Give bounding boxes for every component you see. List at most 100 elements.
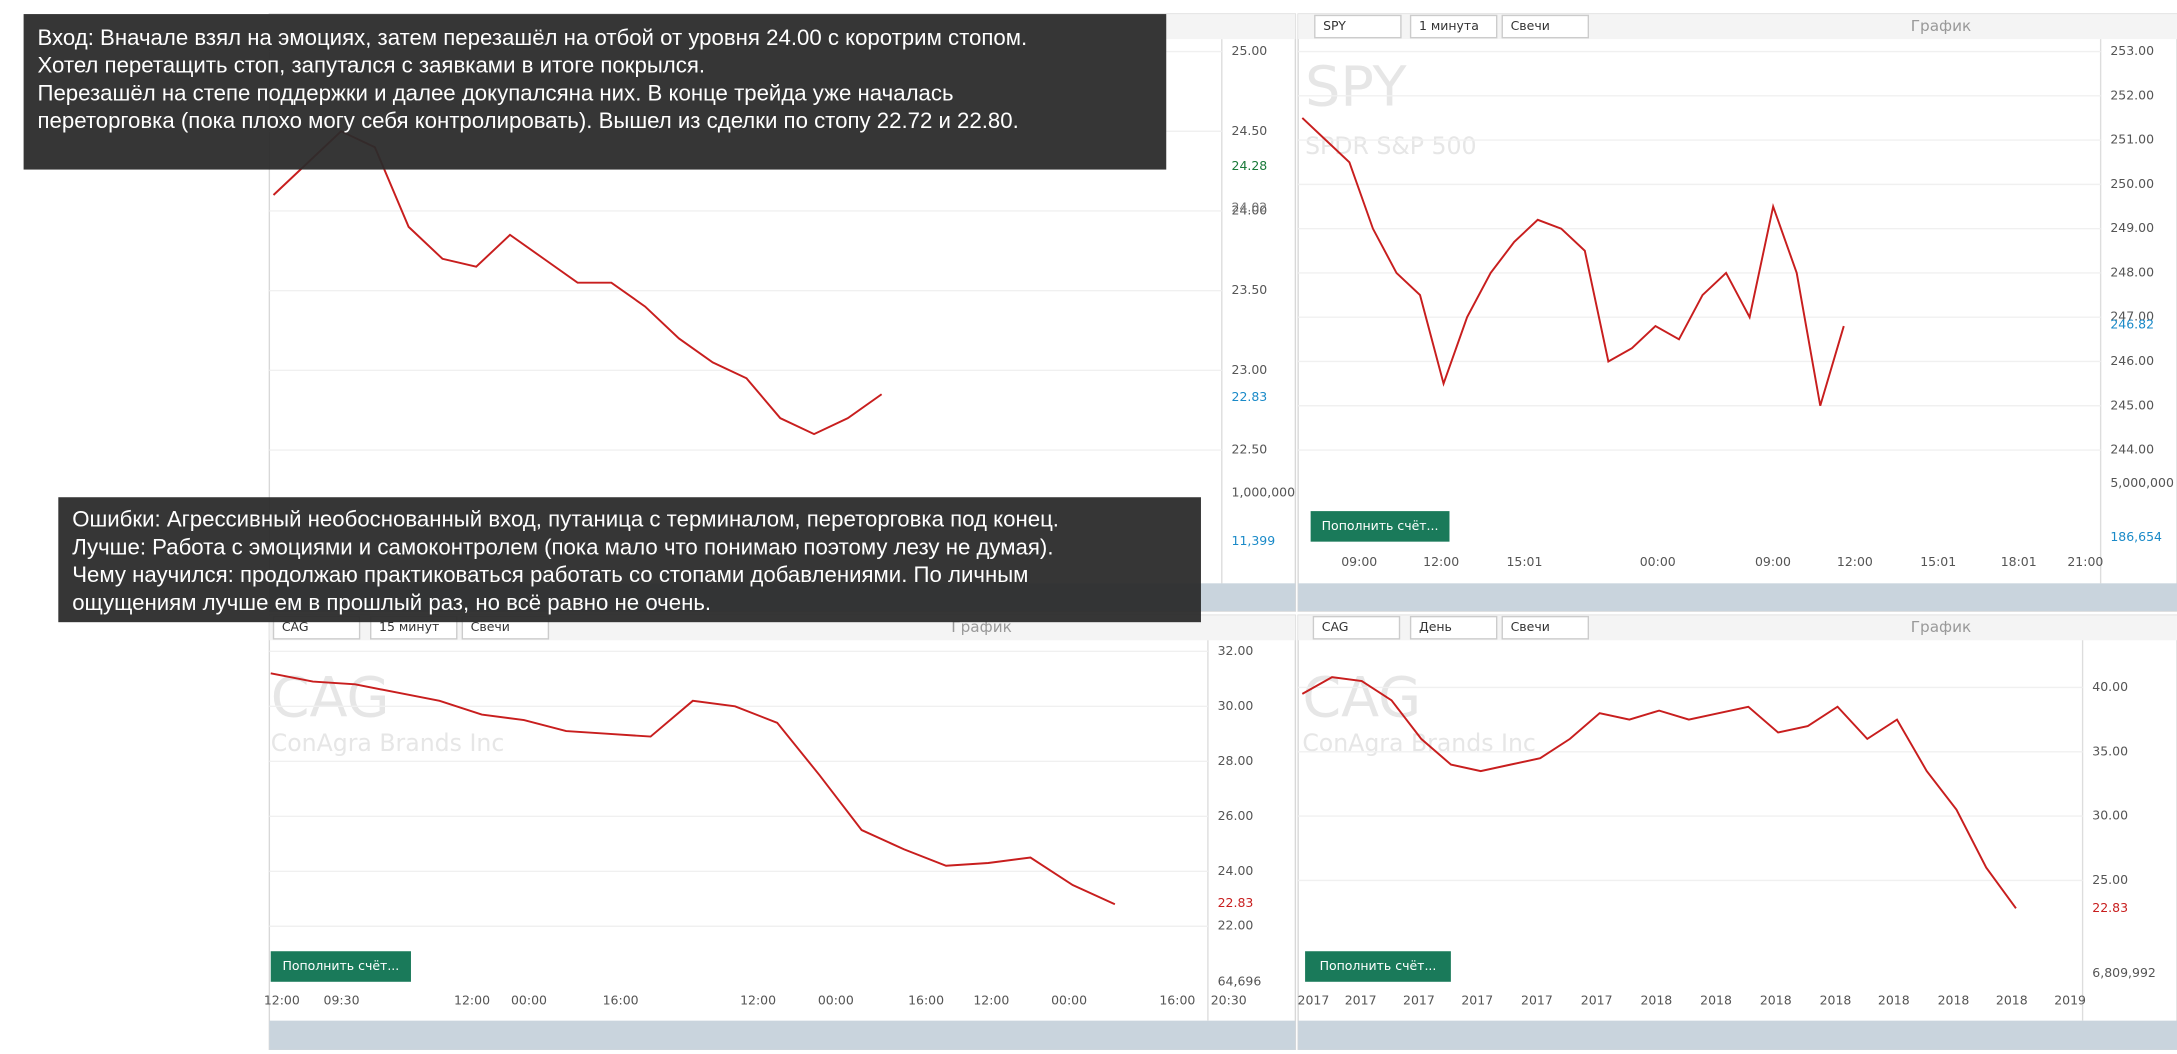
y-tick-label: 24.00 (1232, 202, 1268, 217)
y-tick-label: 30.00 (1218, 698, 1254, 713)
x-tick-label: 18:01 (2001, 554, 2037, 569)
x-tick-label: 09:30 (324, 993, 360, 1008)
symbol-label: SPY (1323, 18, 1346, 33)
y-tick-label: 245.00 (2110, 397, 2154, 412)
x-tick-label: 20:30 (1211, 993, 1247, 1008)
y-tick-label: 251.00 (2110, 132, 2154, 147)
y-tick-label: 249.00 (2110, 220, 2154, 235)
price-line (1301, 117, 1845, 407)
x-tick-label: 00:00 (818, 993, 854, 1008)
y-tick-label: 30.00 (2092, 808, 2128, 823)
price-label: 22.83 (1218, 895, 1254, 910)
price-line (1301, 676, 2017, 909)
annotation-line: переторговка (пока плохо могу себя контр… (37, 108, 1018, 133)
chart-panel (1297, 614, 2177, 1051)
x-tick-label: 00:00 (1640, 554, 1676, 569)
annotation-line: Ошибки: Агрессивный необоснованный вход,… (72, 507, 1059, 532)
interval-select[interactable] (1409, 14, 1498, 39)
interval-select[interactable] (1409, 615, 1498, 640)
annotation-box (58, 497, 1201, 623)
y-tick-label: 253.00 (2110, 43, 2154, 58)
annotation-line: Хотел перетащить стоп, запутался с заявк… (37, 53, 705, 78)
y-tick-label: 40.00 (2092, 679, 2128, 694)
x-tick-label: 2017 (1581, 993, 1613, 1008)
scrollbar (1298, 1020, 2177, 1050)
deposit-button-label: Пополнить счёт... (1320, 958, 1437, 973)
y-tick-label: 250.00 (2110, 176, 2154, 191)
interval-label: 1 минута (1419, 18, 1479, 33)
x-tick-label: 21:00 (2067, 554, 2103, 569)
x-tick-label: 15:01 (1920, 554, 1956, 569)
interval-label: 15 минут (379, 619, 439, 634)
x-tick-label: 2017 (1521, 993, 1553, 1008)
annotation-line: ощущениям лучше ем в прошлый раз, но всё… (72, 590, 711, 615)
y-tick-label: 24.00 (1218, 863, 1254, 878)
y-tick-label: 23.00 (1232, 362, 1268, 377)
y-tick-label: 24.50 (1232, 123, 1268, 138)
x-tick-label: 15:01 (1506, 554, 1542, 569)
x-tick-label: 2017 (1403, 993, 1435, 1008)
symbol-select[interactable] (1314, 14, 1402, 39)
panel-title: График (1911, 618, 1972, 636)
deposit-button[interactable] (1305, 951, 1451, 982)
x-tick-label: 00:00 (1051, 993, 1087, 1008)
style-label: Свечи (1511, 619, 1550, 634)
y-tick-label: 25.00 (1232, 43, 1268, 58)
y-tick-label: 248.00 (2110, 264, 2154, 279)
style-label: Свечи (471, 619, 510, 634)
y-tick-label: 247.00 (2110, 309, 2154, 324)
y-tick-label: 22.50 (1232, 442, 1268, 457)
watermark-subtitle: ConAgra Brands Inc (1302, 729, 1536, 757)
x-tick-label: 12:00 (973, 993, 1009, 1008)
x-tick-label: 2018 (1820, 993, 1852, 1008)
deposit-button-label: Пополнить счёт... (282, 958, 399, 973)
volume-label: 186,654 (2110, 529, 2162, 544)
y-tick-label: 25.00 (2092, 872, 2128, 887)
x-tick-label: 2017 (1461, 993, 1493, 1008)
y-tick-label: 244.00 (2110, 442, 2154, 457)
style-label: Свечи (1511, 18, 1550, 33)
volume-label: 1,000,000 (1232, 485, 1296, 500)
x-tick-label: 12:00 (454, 993, 490, 1008)
x-tick-label: 16:00 (603, 993, 639, 1008)
annotation-line: Лучше: Работа с эмоциями и самоконтролем… (72, 534, 1053, 559)
x-tick-label: 2018 (1938, 993, 1970, 1008)
y-tick-label: 35.00 (2092, 743, 2128, 758)
y-tick-label: 32.00 (1218, 643, 1254, 658)
annotation-box (23, 14, 1167, 170)
price-label: 22.83 (1232, 389, 1268, 404)
y-tick-label: 246.00 (2110, 353, 2154, 368)
style-select[interactable] (1501, 615, 1590, 640)
symbol-label: CAG (1322, 619, 1349, 634)
x-tick-label: 2018 (1640, 993, 1672, 1008)
symbol-select[interactable] (1312, 615, 1401, 640)
chart-panel (268, 614, 1297, 1051)
annotation-line: Перезашёл на степе поддержки и далее док… (37, 80, 953, 105)
x-tick-label: 2017 (1298, 993, 1330, 1008)
y-tick-label: 23.50 (1232, 282, 1268, 297)
volume-label: 5,000,000 (2110, 475, 2174, 490)
x-tick-label: 16:00 (908, 993, 944, 1008)
panel-title: График (1911, 17, 1972, 35)
x-tick-label: 12:00 (740, 993, 776, 1008)
x-tick-label: 2018 (1878, 993, 1910, 1008)
scrollbar (269, 1020, 1296, 1050)
annotation-line: Вход: Вначале взял на эмоциях, затем пер… (37, 25, 1027, 50)
deposit-button-label: Пополнить счёт... (1322, 518, 1439, 533)
panel-title: График (951, 618, 1012, 636)
x-tick-label: 2017 (1345, 993, 1377, 1008)
deposit-button[interactable] (1310, 511, 1450, 542)
watermark: SPY (1305, 55, 1407, 120)
symbol-label: CAG (282, 619, 309, 634)
price-line (270, 672, 1116, 906)
x-tick-label: 2018 (1996, 993, 2028, 1008)
interval-label: День (1419, 619, 1452, 634)
deposit-button[interactable] (270, 951, 411, 982)
x-tick-label: 09:00 (1341, 554, 1377, 569)
watermark: CAG (271, 665, 390, 730)
price-label: 24.02 (1232, 199, 1268, 214)
watermark-subtitle: SPDR S&P 500 (1305, 132, 1476, 160)
annotation-line: Чему научился: продолжаю практиковаться … (72, 562, 1028, 587)
y-tick-label: 22.00 (1218, 918, 1254, 933)
style-select[interactable] (1501, 14, 1590, 39)
